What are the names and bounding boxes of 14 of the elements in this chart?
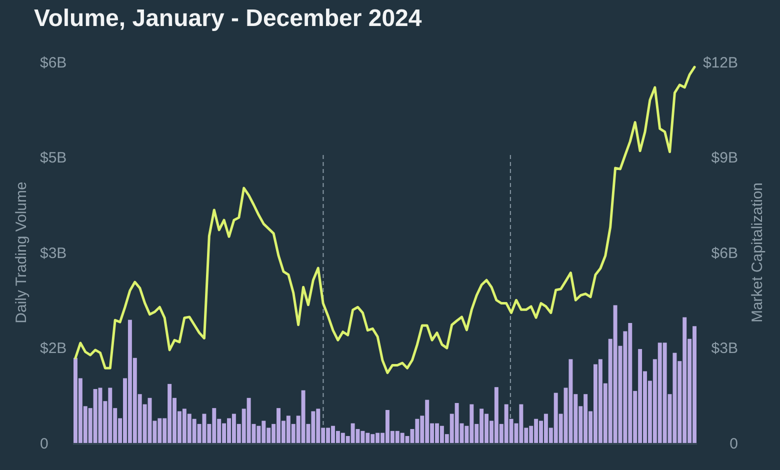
y2-tick-label: $3B	[711, 340, 738, 357]
y2-tick-label: $6B	[711, 244, 738, 262]
chart-title: Volume, January - December 2024	[34, 5, 422, 32]
y-tick-label: $5B	[40, 150, 67, 166]
y-tick-label: $6B	[40, 54, 67, 72]
y-tick-label: $3B	[40, 244, 67, 262]
y2-tick-label: $9B	[711, 150, 738, 166]
y2-tick-label: 0	[730, 435, 738, 452]
y-tick-label: 0	[40, 435, 48, 452]
y2-axis-title: Market Capitalization	[749, 182, 766, 323]
line-series	[74, 66, 696, 374]
y-tick-label: $2B	[40, 340, 67, 357]
y-axis-title: Daily Trading Volume	[13, 182, 30, 324]
y2-tick-label: $12B	[702, 54, 738, 72]
